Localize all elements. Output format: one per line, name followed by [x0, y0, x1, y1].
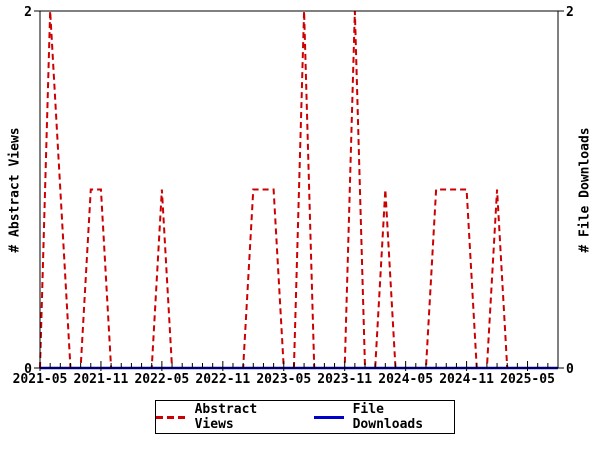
svg-text:2021-05: 2021-05: [13, 372, 68, 387]
plot-frame: [39, 10, 559, 369]
legend-item-abstract-views: Abstract Views: [156, 402, 296, 432]
svg-text:2022-11: 2022-11: [195, 372, 250, 387]
svg-text:0: 0: [24, 362, 32, 377]
dashed-line-swatch-icon: [156, 415, 186, 419]
svg-text:2023-05: 2023-05: [256, 372, 311, 387]
svg-text:2024-05: 2024-05: [378, 372, 433, 387]
series-abstract-views: [39, 10, 558, 369]
svg-text:2023-11: 2023-11: [317, 372, 372, 387]
svg-text:2024-11: 2024-11: [439, 372, 494, 387]
legend-label-file-downloads: File Downloads: [352, 402, 424, 432]
legend-item-file-downloads: File Downloads: [314, 402, 454, 432]
y-axis-label-right: # File Downloads: [577, 127, 593, 253]
legend: Abstract Views File Downloads: [155, 400, 455, 434]
legend-label-abstract-views: Abstract Views: [194, 402, 258, 432]
svg-text:2: 2: [566, 5, 574, 20]
svg-text:2: 2: [24, 5, 32, 20]
svg-text:2021-11: 2021-11: [74, 372, 129, 387]
svg-text:2022-05: 2022-05: [134, 372, 189, 387]
y-axis: 0 0 2 2: [24, 5, 574, 377]
y-axis-label-left: # Abstract Views: [7, 127, 23, 253]
x-axis: 2021-05 2021-11 2022-05 2022-11 2023-05 2023-…: [13, 361, 559, 387]
svg-text:0: 0: [566, 362, 574, 377]
svg-text:2025-05: 2025-05: [500, 372, 555, 387]
solid-line-swatch-icon: [314, 415, 344, 419]
